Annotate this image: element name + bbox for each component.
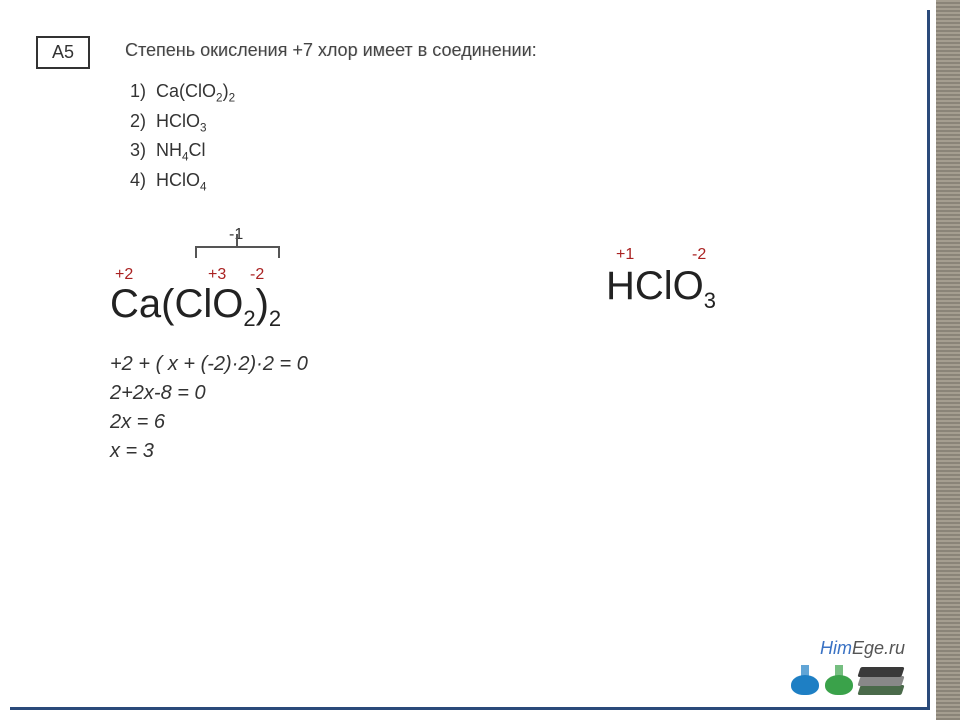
option-2: 2) HClO3: [130, 108, 235, 138]
calc-line: 2+2x-8 = 0: [110, 379, 308, 408]
footer-graphics: [791, 663, 907, 695]
question-text: Степень окисления +7 хлор имеет в соедин…: [125, 40, 537, 61]
bracket-bar: [195, 246, 280, 258]
calc-line: 2x = 6: [110, 408, 308, 437]
answer-options: 1) Ca(ClO2)2 2) HClO3 3) NH4Cl 4) HClO4: [130, 78, 235, 197]
option-1: 1) Ca(ClO2)2: [130, 78, 235, 108]
flask-icon: [825, 675, 853, 695]
page-edge-decoration: [936, 0, 960, 720]
formula-right: HClO3: [606, 264, 716, 314]
option-4: 4) HClO4: [130, 167, 235, 197]
books-icon: [859, 663, 907, 695]
question-number-box: A5: [36, 36, 90, 69]
oxidation-h: +1: [616, 246, 634, 264]
calculation-lines: +2 + ( x + (-2)·2)·2 = 0 2+2x-8 = 0 2x =…: [110, 350, 308, 466]
calc-line: +2 + ( x + (-2)·2)·2 = 0: [110, 350, 308, 379]
bracket-tick: [236, 234, 238, 246]
oxidation-o-right: -2: [692, 246, 706, 264]
formula-left: Ca(ClO2)2: [110, 282, 281, 332]
flask-icon: [791, 675, 819, 695]
option-3: 3) NH4Cl: [130, 137, 235, 167]
brand-text: HimEge.ru: [820, 638, 905, 659]
calc-line: x = 3: [110, 437, 308, 466]
